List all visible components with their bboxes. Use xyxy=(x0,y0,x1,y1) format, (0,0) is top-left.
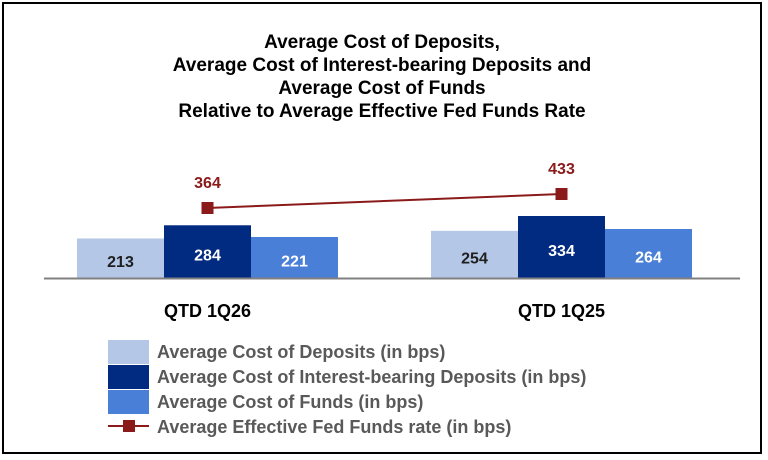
category-tick-label: QTD 1Q26 xyxy=(164,301,251,321)
line-marker xyxy=(555,188,568,200)
bar xyxy=(77,238,164,278)
line-series xyxy=(207,193,562,209)
legend-entry: Average Cost of Interest-bearing Deposit… xyxy=(157,367,586,387)
chart-title-line: Relative to Average Effective Fed Funds … xyxy=(178,101,585,122)
bars: 213 284 221 254 334 264 xyxy=(77,216,692,278)
legend-marker xyxy=(123,420,135,432)
bar xyxy=(605,228,692,278)
chart-title-line: Average Cost of Interest-bearing Deposit… xyxy=(173,55,591,76)
line-marker xyxy=(201,202,214,214)
bar-data-label: 334 xyxy=(548,243,575,260)
line-data-label: 433 xyxy=(548,161,575,178)
bar-data-label: 213 xyxy=(107,254,134,271)
legend-entry: Average Effective Fed Funds rate (in bps… xyxy=(157,417,511,437)
fed-funds-line: 364 433 xyxy=(194,161,575,214)
category-tick-label: QTD 1Q25 xyxy=(518,301,605,321)
bar xyxy=(164,225,251,278)
x-axis: QTD 1Q26 QTD 1Q25 xyxy=(44,277,740,321)
legend: Average Cost of Deposits (in bps) Average… xyxy=(108,340,586,437)
bar xyxy=(518,216,605,278)
bar xyxy=(431,230,518,278)
bar-data-label: 254 xyxy=(461,250,488,267)
legend-entry: Average Cost of Deposits (in bps) xyxy=(157,342,445,362)
legend-swatch xyxy=(108,365,149,389)
chart: Average Cost of Deposits,Average Cost of… xyxy=(44,32,740,437)
legend-swatch xyxy=(108,390,149,414)
line-data-label: 364 xyxy=(194,175,221,192)
legend-swatch xyxy=(108,340,149,364)
bar-data-label: 264 xyxy=(635,249,662,266)
chart-title-line: Average Cost of Funds xyxy=(278,78,485,99)
chart-frame: Average Cost of Deposits, Average Cost of… xyxy=(2,2,762,454)
bar xyxy=(251,236,338,278)
chart-title-line: Average Cost of Deposits, xyxy=(264,32,500,53)
bar-data-label: 284 xyxy=(194,248,221,265)
legend-entry: Average Cost of Funds (in bps) xyxy=(157,392,423,412)
bar-data-label: 221 xyxy=(281,253,308,270)
chart-title: Average Cost of Deposits,Average Cost of… xyxy=(173,32,591,122)
